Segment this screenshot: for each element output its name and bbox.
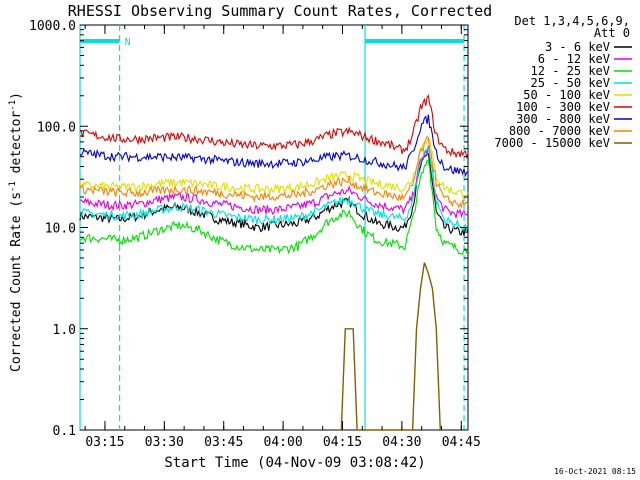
x-tick-label: 04:45: [442, 435, 481, 450]
series-100-300-kev: [79, 94, 469, 160]
axis-layer: 0.1 1.0 10.0 100.0 1000.0 03:15 03:30 03:45 04:0…: [29, 19, 481, 450]
legend-label: 12 - 25 keV: [531, 64, 610, 78]
x-tick-label: 04:00: [264, 435, 303, 450]
legend-label: 800 - 7000 keV: [509, 124, 610, 138]
legend-label: 100 - 300 keV: [516, 100, 610, 114]
legend-label: 50 - 100 keV: [523, 88, 610, 102]
legend-label: 300 - 800 keV: [516, 112, 610, 126]
x-axis-label: Start Time (04-Nov-09 03:08:42): [164, 455, 425, 471]
series-6-12-kev: [79, 145, 469, 219]
y-axis-label-end: ): [9, 92, 24, 100]
legend-label: 25 - 50 keV: [531, 76, 610, 90]
series-3-6-kev: [79, 153, 469, 236]
x-tick-label: 03:45: [204, 435, 243, 450]
x-tick-label: 04:15: [323, 435, 362, 450]
y-axis-label-sup-2: -1: [8, 100, 18, 111]
y-tick-label: 1.0: [53, 323, 76, 338]
series-50-100-kev: [79, 138, 469, 198]
legend-header-line2: Att 0: [594, 26, 630, 40]
series-25-50-kev: [79, 147, 469, 231]
series-7000-15000-kev: [337, 262, 441, 431]
legend-label: 6 - 12 keV: [538, 52, 610, 66]
x-tick-label: 04:30: [382, 435, 421, 450]
night-label: N: [125, 37, 131, 48]
y-axis-label: Corrected Count Rate (s-1 detector-1): [8, 92, 24, 372]
legend-header-line1: Det 1,3,4,5,6,9,: [514, 14, 630, 28]
series-800-7000-kev: [79, 135, 469, 209]
y-tick-label: 10.0: [45, 222, 76, 237]
series-12-25-kev: [79, 159, 469, 255]
chart-title: RHESSI Observing Summary Count Rates, Co…: [68, 2, 492, 20]
x-tick-label: 03:30: [145, 435, 184, 450]
x-tick-label: 03:15: [85, 435, 124, 450]
series-300-800-kev: [79, 114, 469, 178]
legend-label: 7000 - 15000 keV: [494, 136, 610, 150]
footer-timestamp: 16-Oct-2021 08:15: [554, 467, 636, 476]
legend-label: 3 - 6 keV: [545, 40, 610, 54]
y-axis-label-main: Corrected Count Rate (s: [9, 192, 24, 372]
series-layer: [79, 94, 469, 431]
y-axis-label-mid: detector: [9, 111, 24, 182]
y-axis-label-sup-1: -1: [8, 181, 18, 192]
y-tick-label: 1000.0: [29, 19, 76, 34]
y-tick-label: 0.1: [53, 424, 76, 439]
y-tick-label: 100.0: [37, 120, 76, 135]
